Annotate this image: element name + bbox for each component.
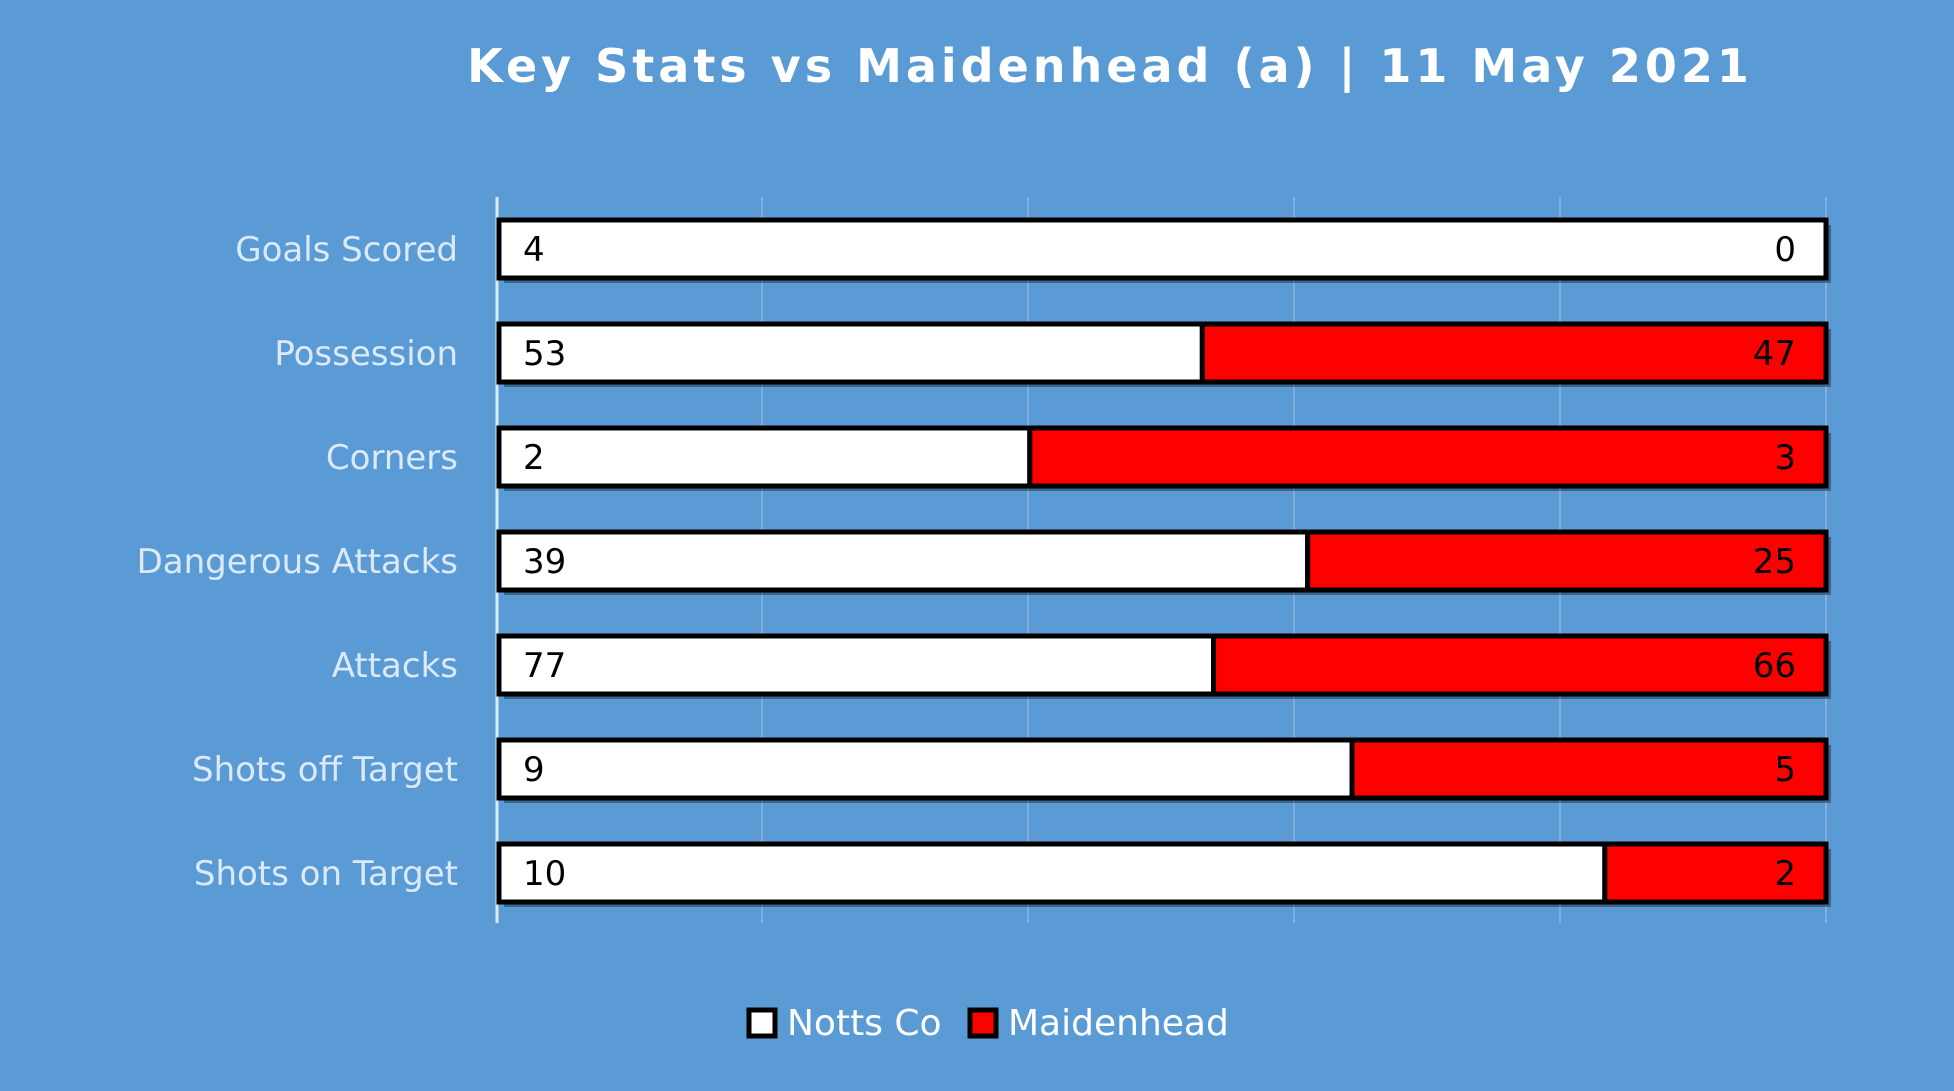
category-label: Corners: [326, 438, 458, 478]
bar-maidenhead: [1199, 321, 1829, 385]
category-label: Attacks: [332, 646, 458, 686]
bar-notts-co: [496, 529, 1311, 593]
legend-notts-co-swatch: [746, 1007, 778, 1039]
legend-notts-co-label: Notts Co: [787, 1003, 942, 1044]
data-label-notts-co: 9: [523, 750, 545, 790]
bar-maidenhead: [1027, 425, 1829, 489]
category-label: Goals Scored: [235, 230, 458, 270]
data-label-maidenhead: 2: [1774, 854, 1796, 894]
bar-maidenhead: [1211, 633, 1829, 697]
category-labels: Goals Scored Possession Corners Dangerous A…: [137, 230, 458, 894]
bar-notts-co: [496, 321, 1205, 385]
bar-notts-co: [496, 841, 1608, 905]
bar-notts-co: [496, 737, 1355, 801]
data-label-maidenhead: 3: [1774, 438, 1796, 478]
category-label: Possession: [274, 334, 458, 374]
bar-notts-co: [496, 217, 1829, 281]
data-label-notts-co: 10: [523, 854, 566, 894]
data-label-maidenhead: 5: [1774, 750, 1796, 790]
data-label-maidenhead: 66: [1753, 646, 1796, 686]
legend-maidenhead-swatch: [967, 1007, 999, 1039]
data-label-notts-co: 4: [523, 230, 545, 270]
data-label-notts-co: 39: [523, 542, 566, 582]
bar-maidenhead: [1349, 737, 1829, 801]
category-label: Shots off Target: [192, 750, 458, 790]
legend: Notts Co Maidenhead: [746, 1003, 1229, 1044]
data-label-maidenhead: 25: [1753, 542, 1796, 582]
bar-notts-co: [496, 425, 1033, 489]
data-label-maidenhead: 47: [1753, 334, 1796, 374]
data-label-maidenhead: 0: [1774, 230, 1796, 270]
category-label: Shots on Target: [194, 854, 458, 894]
bar-maidenhead: [1305, 529, 1829, 593]
legend-maidenhead-label: Maidenhead: [1008, 1003, 1229, 1044]
bars: 4 0 53 47 2 3 39 25 77 66 9 5 10 2: [496, 217, 1831, 907]
bar-notts-co: [496, 633, 1217, 697]
chart-title: Key Stats vs Maidenhead (a) | 11 May 202…: [467, 39, 1753, 94]
data-label-notts-co: 2: [523, 438, 545, 478]
data-label-notts-co: 53: [523, 334, 566, 374]
bar-maidenhead: [1602, 841, 1829, 905]
data-label-notts-co: 77: [523, 646, 566, 686]
category-label: Dangerous Attacks: [137, 542, 458, 582]
